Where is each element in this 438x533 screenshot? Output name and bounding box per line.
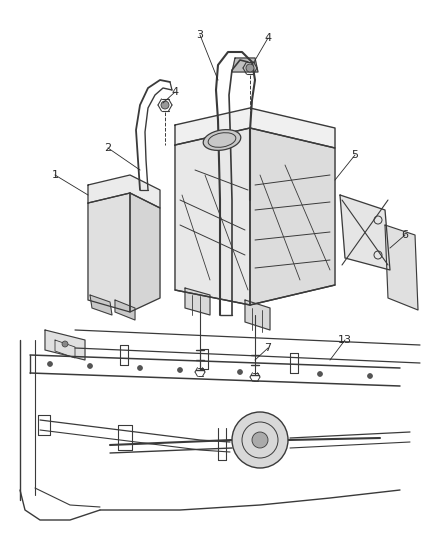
Circle shape	[232, 412, 288, 468]
Polygon shape	[115, 300, 135, 320]
Polygon shape	[90, 295, 112, 315]
Text: 2: 2	[104, 143, 112, 153]
Circle shape	[367, 374, 372, 378]
Polygon shape	[232, 58, 258, 72]
Text: 13: 13	[338, 335, 352, 345]
Circle shape	[161, 101, 169, 109]
Ellipse shape	[203, 130, 241, 150]
Polygon shape	[88, 193, 130, 312]
Circle shape	[62, 341, 68, 347]
Polygon shape	[88, 175, 160, 208]
Polygon shape	[340, 195, 390, 270]
Polygon shape	[175, 108, 335, 148]
Circle shape	[88, 364, 92, 368]
Circle shape	[138, 366, 142, 370]
Text: 3: 3	[197, 30, 204, 40]
Circle shape	[237, 369, 243, 375]
Polygon shape	[250, 128, 335, 305]
Text: 5: 5	[352, 150, 358, 160]
Circle shape	[246, 64, 254, 72]
Circle shape	[318, 372, 322, 376]
Circle shape	[177, 367, 183, 373]
Polygon shape	[385, 225, 418, 310]
Polygon shape	[130, 193, 160, 312]
Circle shape	[252, 432, 268, 448]
Circle shape	[47, 361, 53, 367]
Polygon shape	[175, 128, 250, 305]
Text: 6: 6	[402, 230, 409, 240]
Polygon shape	[45, 330, 85, 360]
Text: 4: 4	[265, 33, 272, 43]
Text: 1: 1	[52, 170, 59, 180]
Polygon shape	[245, 300, 270, 330]
Text: 7: 7	[265, 343, 272, 353]
Text: 4: 4	[171, 87, 179, 97]
Polygon shape	[185, 288, 210, 315]
